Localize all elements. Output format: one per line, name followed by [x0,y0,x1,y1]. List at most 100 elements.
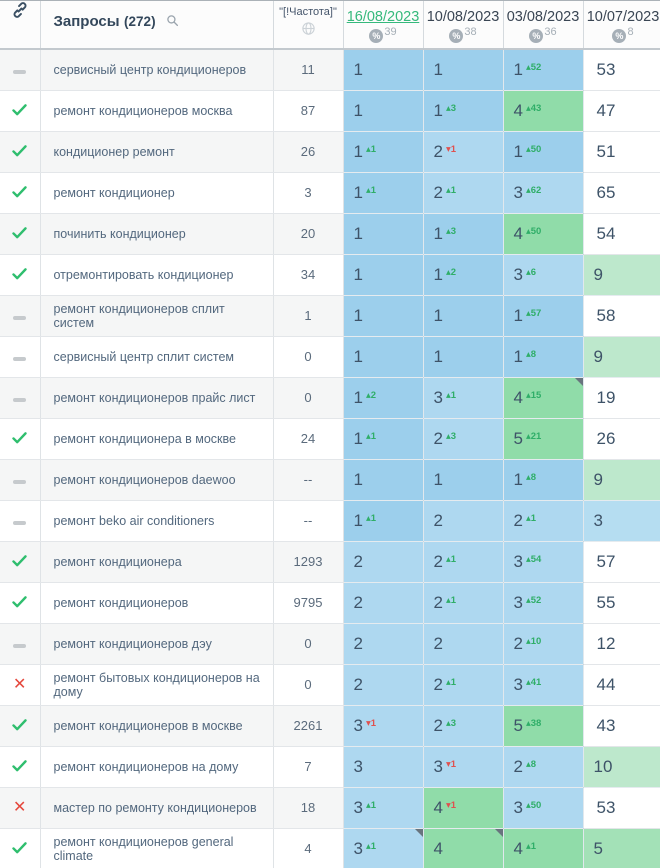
position-cell[interactable]: 1 ▴2 [423,254,504,296]
position-cell[interactable]: 3 ▴1 [343,828,424,868]
position-cell[interactable]: 3 ▴54 [503,541,584,583]
position-cell[interactable]: 2 ▴1 [503,500,584,542]
position-cell[interactable]: 57 [583,541,660,583]
date-column-header-10-08-2023[interactable]: 10/08/2023% 38 [423,1,504,50]
position-cell[interactable]: 2 ▴1 [423,541,504,583]
position-cell[interactable]: 44 [583,664,660,706]
position-cell[interactable]: 1 [423,295,504,337]
position-cell[interactable]: 4 ▴1 [503,828,584,868]
position-cell[interactable]: 51 [583,131,660,173]
position-cell[interactable]: 47 [583,90,660,132]
position-cell[interactable]: 3 [343,746,424,788]
position-cell[interactable]: 3 ▴41 [503,664,584,706]
position-cell[interactable]: 5 ▴21 [503,418,584,460]
position-cell[interactable]: 58 [583,295,660,337]
position-cell[interactable]: 2 [343,664,424,706]
position-cell[interactable]: 1 ▴1 [343,418,424,460]
position-cell[interactable]: 3 ▴50 [503,787,584,829]
frequency-column-header[interactable]: "[!Частота]" [273,1,344,50]
position-cell[interactable]: 1 [343,49,424,91]
query-cell[interactable]: ремонт кондиционер [40,172,274,214]
query-cell[interactable]: ремонт кондиционеров [40,582,274,624]
position-cell[interactable]: 4 [423,828,504,868]
search-icon[interactable] [166,14,179,32]
position-cell[interactable]: 54 [583,213,660,255]
position-cell[interactable]: 1 [343,90,424,132]
position-cell[interactable]: 19 [583,377,660,419]
position-cell[interactable]: 2 ▴1 [423,664,504,706]
position-cell[interactable]: 65 [583,172,660,214]
position-cell[interactable]: 1 ▴3 [423,90,504,132]
position-cell[interactable]: 2 ▴1 [423,172,504,214]
date-label[interactable]: 03/08/2023 [506,9,580,25]
date-column-header-03-08-2023[interactable]: 03/08/2023% 36 [503,1,584,50]
date-label[interactable]: 10/08/2023 [426,9,500,25]
position-cell[interactable]: 1 [343,459,424,501]
position-cell[interactable]: 4 ▾1 [423,787,504,829]
position-cell[interactable]: 3 ▴1 [423,377,504,419]
position-cell[interactable]: 3 ▴6 [503,254,584,296]
queries-column-header[interactable]: Запросы (272) [40,1,274,50]
position-cell[interactable]: 2 [343,541,424,583]
position-cell[interactable]: 1 ▴8 [503,336,584,378]
query-cell[interactable]: отремонтировать кондиционер [40,254,274,296]
position-cell[interactable]: 4 ▴43 [503,90,584,132]
position-cell[interactable]: 12 [583,623,660,665]
query-cell[interactable]: ремонт beko air conditioners [40,500,274,542]
position-cell[interactable]: 2 [423,623,504,665]
query-cell[interactable]: ремонт кондиционеров дэу [40,623,274,665]
position-cell[interactable]: 5 ▴38 [503,705,584,747]
position-cell[interactable]: 2 ▴3 [423,705,504,747]
position-cell[interactable]: 2 ▴10 [503,623,584,665]
position-cell[interactable]: 1 ▴57 [503,295,584,337]
position-cell[interactable]: 3 [583,500,660,542]
position-cell[interactable]: 2 [343,582,424,624]
query-cell[interactable]: ремонт кондиционеров general climate [40,828,274,868]
position-cell[interactable]: 2 ▴8 [503,746,584,788]
position-cell[interactable]: 9 [583,254,660,296]
query-cell[interactable]: ремонт кондиционера в москве [40,418,274,460]
query-cell[interactable]: ремонт бытовых кондиционеров на дому [40,664,274,706]
position-cell[interactable]: 3 ▾1 [343,705,424,747]
query-cell[interactable]: починить кондиционер [40,213,274,255]
position-cell[interactable]: 55 [583,582,660,624]
position-cell[interactable]: 1 [423,49,504,91]
position-cell[interactable]: 1 ▴8 [503,459,584,501]
query-cell[interactable]: кондиционер ремонт [40,131,274,173]
date-column-header-10-07-2023[interactable]: 10/07/2023% 8 [583,1,660,50]
position-cell[interactable]: 4 ▴50 [503,213,584,255]
position-cell[interactable]: 1 [343,336,424,378]
position-cell[interactable]: 10 [583,746,660,788]
position-cell[interactable]: 2 ▴1 [423,582,504,624]
position-cell[interactable]: 1 ▴52 [503,49,584,91]
query-cell[interactable]: ремонт кондиционера [40,541,274,583]
position-cell[interactable]: 1 [423,336,504,378]
position-cell[interactable]: 53 [583,787,660,829]
query-cell[interactable]: ремонт кондиционеров москва [40,90,274,132]
position-cell[interactable]: 26 [583,418,660,460]
position-cell[interactable]: 1 ▴1 [343,500,424,542]
date-label[interactable]: 16/08/2023 [346,9,420,25]
position-cell[interactable]: 1 [343,295,424,337]
position-cell[interactable]: 53 [583,49,660,91]
position-cell[interactable]: 3 ▴52 [503,582,584,624]
position-cell[interactable]: 4 ▴15 [503,377,584,419]
position-cell[interactable]: 43 [583,705,660,747]
position-cell[interactable]: 2 [343,623,424,665]
query-cell[interactable]: мастер по ремонту кондиционеров [40,787,274,829]
position-cell[interactable]: 1 ▴3 [423,213,504,255]
query-cell[interactable]: сервисный центр сплит систем [40,336,274,378]
query-cell[interactable]: ремонт кондиционеров daewoo [40,459,274,501]
position-cell[interactable]: 9 [583,459,660,501]
position-cell[interactable]: 1 ▴1 [343,131,424,173]
position-cell[interactable]: 1 [343,213,424,255]
query-cell[interactable]: ремонт кондиционеров прайс лист [40,377,274,419]
position-cell[interactable]: 5 [583,828,660,868]
position-cell[interactable]: 9 [583,336,660,378]
position-cell[interactable]: 3 ▾1 [423,746,504,788]
position-cell[interactable]: 1 [343,254,424,296]
position-cell[interactable]: 1 ▴50 [503,131,584,173]
position-cell[interactable]: 1 ▴1 [343,172,424,214]
date-label[interactable]: 10/07/2023 [586,9,660,25]
position-cell[interactable]: 2 ▴3 [423,418,504,460]
